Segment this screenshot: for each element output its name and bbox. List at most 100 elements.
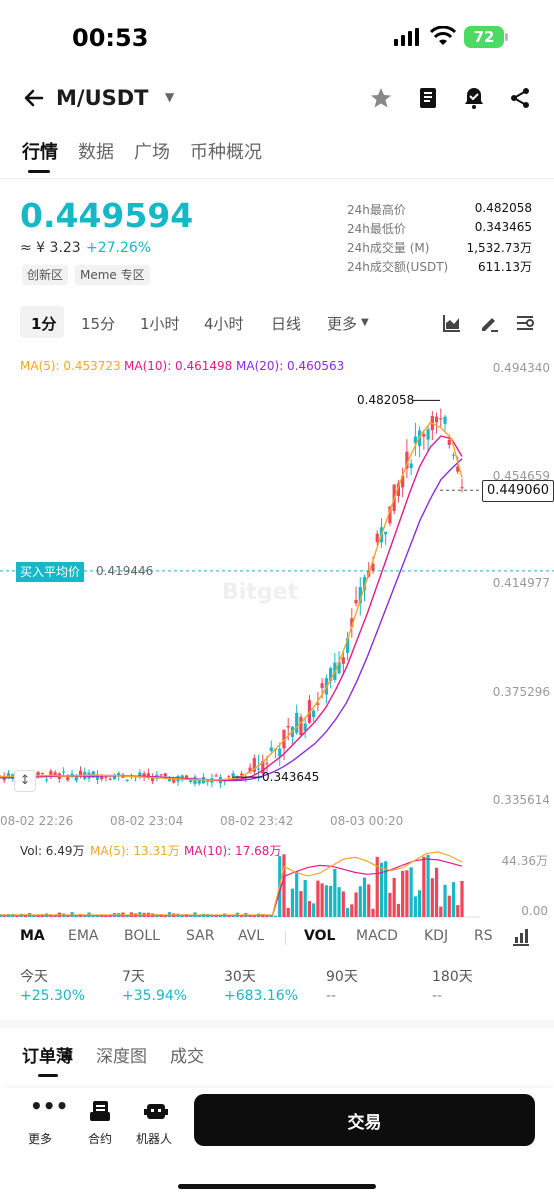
divider (0, 178, 554, 179)
more-label[interactable]: 更多 (28, 1132, 53, 1146)
period-more[interactable]: 更多 (327, 315, 358, 333)
tab-square[interactable]: 广场 (134, 142, 170, 163)
period-15m[interactable]: 15分 (81, 315, 116, 333)
candle-body (456, 466, 460, 472)
expand-chart-icon[interactable]: ↕ (14, 770, 36, 792)
candlestick-chart[interactable] (0, 350, 554, 920)
period-1h[interactable]: 1小时 (140, 315, 180, 333)
tab-orderbook[interactable]: 订单薄 (22, 1047, 73, 1067)
y-tick: 0.375296 (492, 685, 550, 699)
volume-bar (426, 854, 430, 917)
vol-y-tick: 44.36万 (501, 854, 548, 868)
ma10-legend: MA(10): 0.461498 (124, 359, 233, 373)
candle-body (295, 712, 299, 733)
candle-body (108, 778, 112, 780)
y-tick: 0.335614 (492, 793, 550, 807)
perf-label: 7天 (122, 969, 145, 985)
vol-ma10-legend: MA(10): 17.68万 (184, 844, 282, 858)
period-selected-bg (20, 306, 64, 338)
candle-body (117, 772, 121, 777)
tab-market[interactable]: 行情 (22, 142, 58, 163)
volume-bar (312, 903, 316, 917)
book-icon[interactable] (416, 86, 440, 110)
bot-label[interactable]: 机器人 (136, 1132, 173, 1146)
volume-bar (358, 886, 362, 917)
stat-value: 611.13万 (478, 260, 532, 274)
contract-icon[interactable] (88, 1100, 112, 1122)
period-1d[interactable]: 日线 (271, 315, 302, 333)
indicator-boll[interactable]: BOLL (124, 928, 160, 944)
volume-bar (329, 885, 333, 917)
x-tick: 08-02 23:04 (110, 814, 184, 828)
trade-button[interactable]: 交易 (194, 1094, 535, 1146)
volume-bar (74, 915, 78, 917)
indicator-settings-icon[interactable] (512, 928, 530, 946)
share-icon[interactable] (508, 86, 532, 110)
tab-depth-chart[interactable]: 深度图 (96, 1047, 147, 1067)
chevron-down-icon[interactable]: ▼ (165, 90, 175, 104)
indicator-kdj[interactable]: KDJ (424, 928, 449, 944)
volume-bar (324, 885, 328, 917)
period-4h[interactable]: 4小时 (204, 315, 244, 333)
more-dots-icon[interactable]: ••• (30, 1094, 69, 1118)
avg-buy-price-badge[interactable]: 买入平均价 (16, 562, 85, 582)
last-price: 0.449594 (20, 196, 194, 235)
candle-body (227, 776, 231, 778)
contract-label[interactable]: 合约 (88, 1132, 113, 1146)
chevron-down-icon[interactable]: ▼ (361, 317, 369, 328)
alert-bell-icon[interactable] (462, 86, 486, 110)
indicator-rsi[interactable]: RS (474, 928, 493, 944)
candle-body (206, 780, 210, 783)
volume-bar (100, 915, 104, 917)
volume-bar (422, 856, 426, 917)
perf-label: 今天 (20, 969, 48, 985)
volume-bar (83, 915, 87, 917)
x-tick: 08-02 23:42 (220, 814, 294, 828)
star-icon[interactable] (369, 86, 393, 110)
volume-bar (367, 884, 371, 917)
candle-body (439, 418, 443, 420)
candle-body (460, 487, 464, 489)
vol-ma5-legend: MA(5): 13.31万 (90, 844, 180, 858)
volume-bar (104, 915, 108, 917)
cny-price: ≈ ¥ 3.23 (20, 240, 81, 256)
indicator-sar[interactable]: SAR (186, 928, 215, 944)
pair-title[interactable]: M/USDT (56, 86, 149, 110)
indicator-avl[interactable]: AVL (238, 928, 265, 944)
tag-innovation[interactable]: 创新区 (22, 265, 69, 285)
header: M/USDT ▼ (0, 76, 554, 120)
candle-body (286, 726, 290, 728)
home-indicator (178, 1184, 376, 1189)
indicator-ma[interactable]: MA (20, 928, 45, 944)
tag-meme[interactable]: Meme 专区 (75, 265, 150, 285)
candle-body (74, 776, 78, 781)
indicator-ema[interactable]: EMA (68, 928, 99, 944)
tab-data[interactable]: 数据 (78, 142, 114, 163)
wifi-icon (430, 26, 456, 45)
volume-bar (303, 879, 307, 917)
chart-type-icon[interactable] (442, 313, 462, 333)
indicator-macd[interactable]: MACD (356, 928, 398, 944)
indicator-vol[interactable]: VOL (304, 928, 336, 944)
tab-indicator (28, 170, 50, 173)
settings-sliders-icon[interactable] (515, 313, 535, 333)
candle-body (345, 638, 350, 653)
candle-body (350, 618, 354, 627)
candle-body (61, 771, 66, 773)
candle-body (150, 778, 155, 782)
robot-icon[interactable] (144, 1100, 168, 1122)
candle-body (447, 439, 451, 445)
volume-bar (269, 915, 273, 917)
volume-bar (337, 887, 341, 917)
period-1m[interactable]: 1分 (31, 315, 57, 333)
candle-body (413, 436, 417, 444)
y-tick: 0.414977 (492, 576, 550, 590)
back-arrow-icon[interactable] (22, 86, 46, 110)
tab-coin-overview[interactable]: 币种概况 (190, 142, 262, 163)
draw-tool-icon[interactable] (479, 313, 499, 333)
stat-label: 24h成交量 (M) (347, 241, 430, 255)
candle-body (434, 416, 439, 423)
stat-label: 24h最高价 (347, 203, 406, 217)
tab-trades[interactable]: 成交 (170, 1047, 204, 1067)
candle-body (401, 475, 405, 488)
